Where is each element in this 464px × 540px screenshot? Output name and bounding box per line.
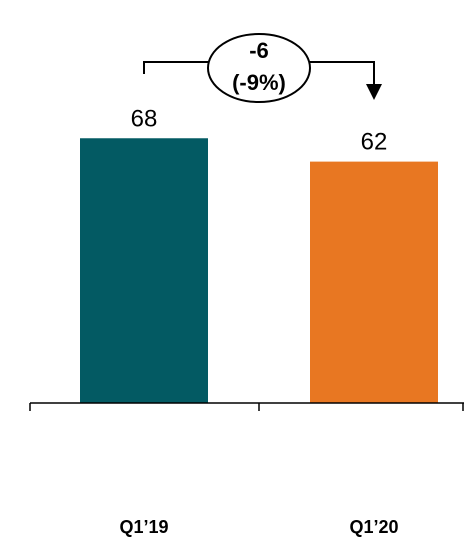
delta-value: -6: [249, 38, 269, 63]
delta-annotation: -6 (-9%): [143, 33, 382, 103]
category-label: Q1’19: [119, 517, 168, 537]
x-axis: [29, 402, 464, 411]
bars-group: [80, 138, 438, 403]
category-label: Q1’20: [349, 517, 398, 537]
delta-percent: (-9%): [232, 70, 286, 95]
bar-1: [80, 138, 208, 403]
bar-value-label: 68: [131, 105, 158, 132]
bar-2: [310, 161, 438, 403]
bar-value-label: 62: [361, 129, 388, 156]
arrow-down-icon: [366, 84, 382, 100]
category-labels-group: Q1’19 Q1’20: [119, 517, 398, 537]
value-labels-group: 68 62: [131, 105, 388, 155]
delta-bubble: [207, 33, 311, 103]
